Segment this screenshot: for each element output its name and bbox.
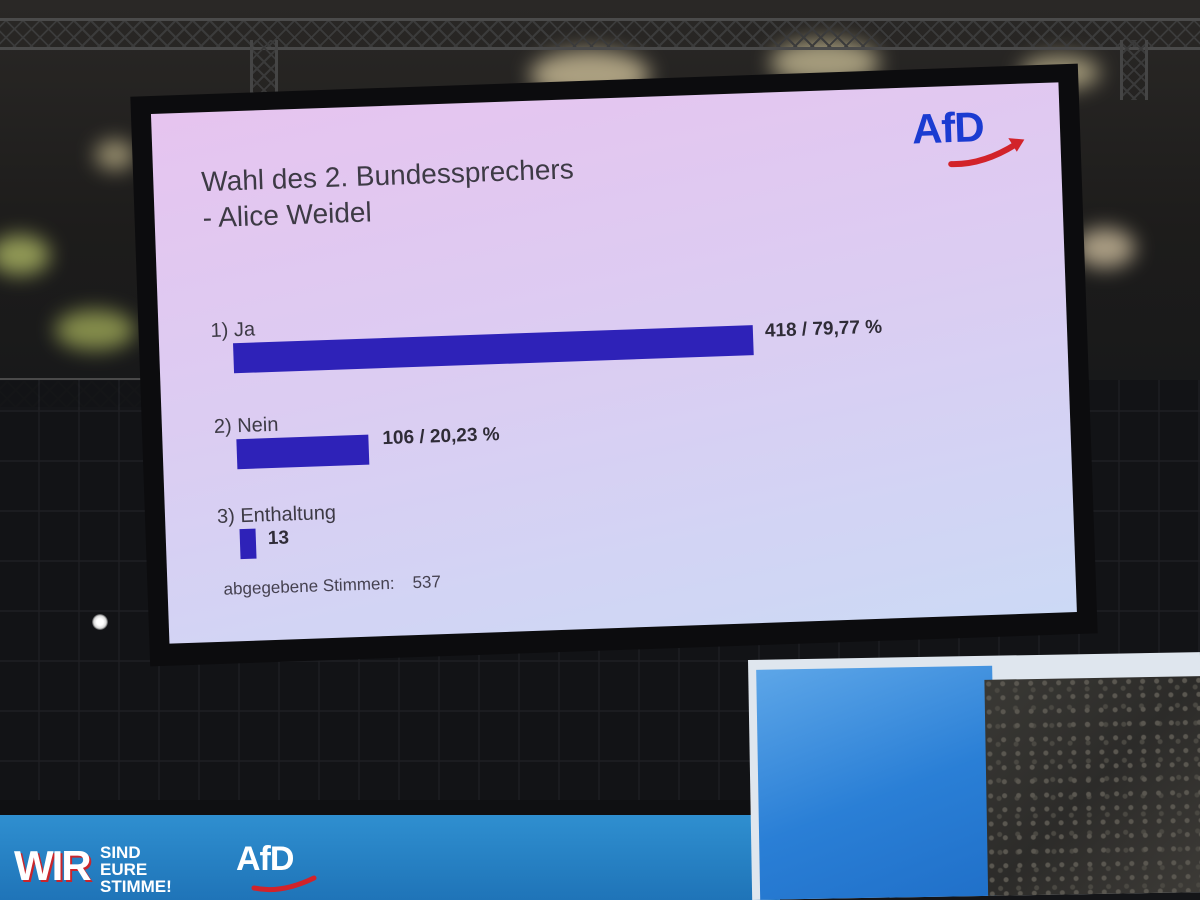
stage-monitor — [748, 652, 1200, 900]
slide-title: Wahl des 2. Bundessprechers - Alice Weid… — [201, 151, 576, 236]
afd-logo: AfD — [911, 101, 1033, 175]
result-bar-enthaltung — [239, 528, 257, 560]
ceiling-light — [1075, 228, 1135, 268]
result-label-enthaltung: 3) Enthaltung — [216, 501, 337, 528]
result-bar-ja — [233, 325, 754, 374]
lighting-truss — [0, 18, 1200, 50]
slogan-small-text: SIND EURE STIMME! — [100, 843, 172, 896]
projection-screen-frame: Wahl des 2. Bundessprechers - Alice Weid… — [130, 63, 1098, 667]
result-value-ja: 418 / 79,77 % — [764, 316, 883, 342]
afd-swoosh-icon — [948, 138, 1025, 168]
result-value-enthaltung: 13 — [267, 527, 290, 550]
slogan-wir: WIR — [14, 842, 92, 889]
result-bar-nein — [236, 434, 370, 470]
ceiling-light — [55, 310, 135, 350]
total-votes-label: abgegebene Stimmen: — [223, 573, 395, 599]
result-label-nein: 2) Nein — [213, 413, 279, 438]
ceiling-light — [95, 140, 135, 170]
total-votes: abgegebene Stimmen: 537 — [223, 572, 441, 600]
result-value-nein: 106 / 20,23 % — [382, 424, 500, 450]
monitor-blue-panel — [756, 665, 997, 900]
projection-screen: Wahl des 2. Bundessprechers - Alice Weid… — [150, 82, 1077, 644]
stage-banner — [0, 815, 780, 900]
stage-spotlight — [92, 614, 108, 630]
ceiling-light — [0, 235, 50, 275]
total-votes-value: 537 — [412, 572, 442, 593]
stage-afd-logo: AfD — [236, 840, 317, 893]
stage-afd-logo-text: AfD — [236, 840, 294, 878]
result-label-ja: 1) Ja — [210, 318, 256, 343]
afd-swoosh-icon — [251, 875, 317, 893]
slogan-eure: EURE — [100, 860, 148, 879]
lighting-truss — [1120, 40, 1148, 100]
slogan-sind: SIND — [100, 843, 141, 862]
slogan-stimme: STIMME! — [100, 877, 172, 896]
slogan-logo: WIR SIND EURE STIMME! — [14, 842, 172, 900]
monitor-camera-feed — [984, 676, 1200, 896]
